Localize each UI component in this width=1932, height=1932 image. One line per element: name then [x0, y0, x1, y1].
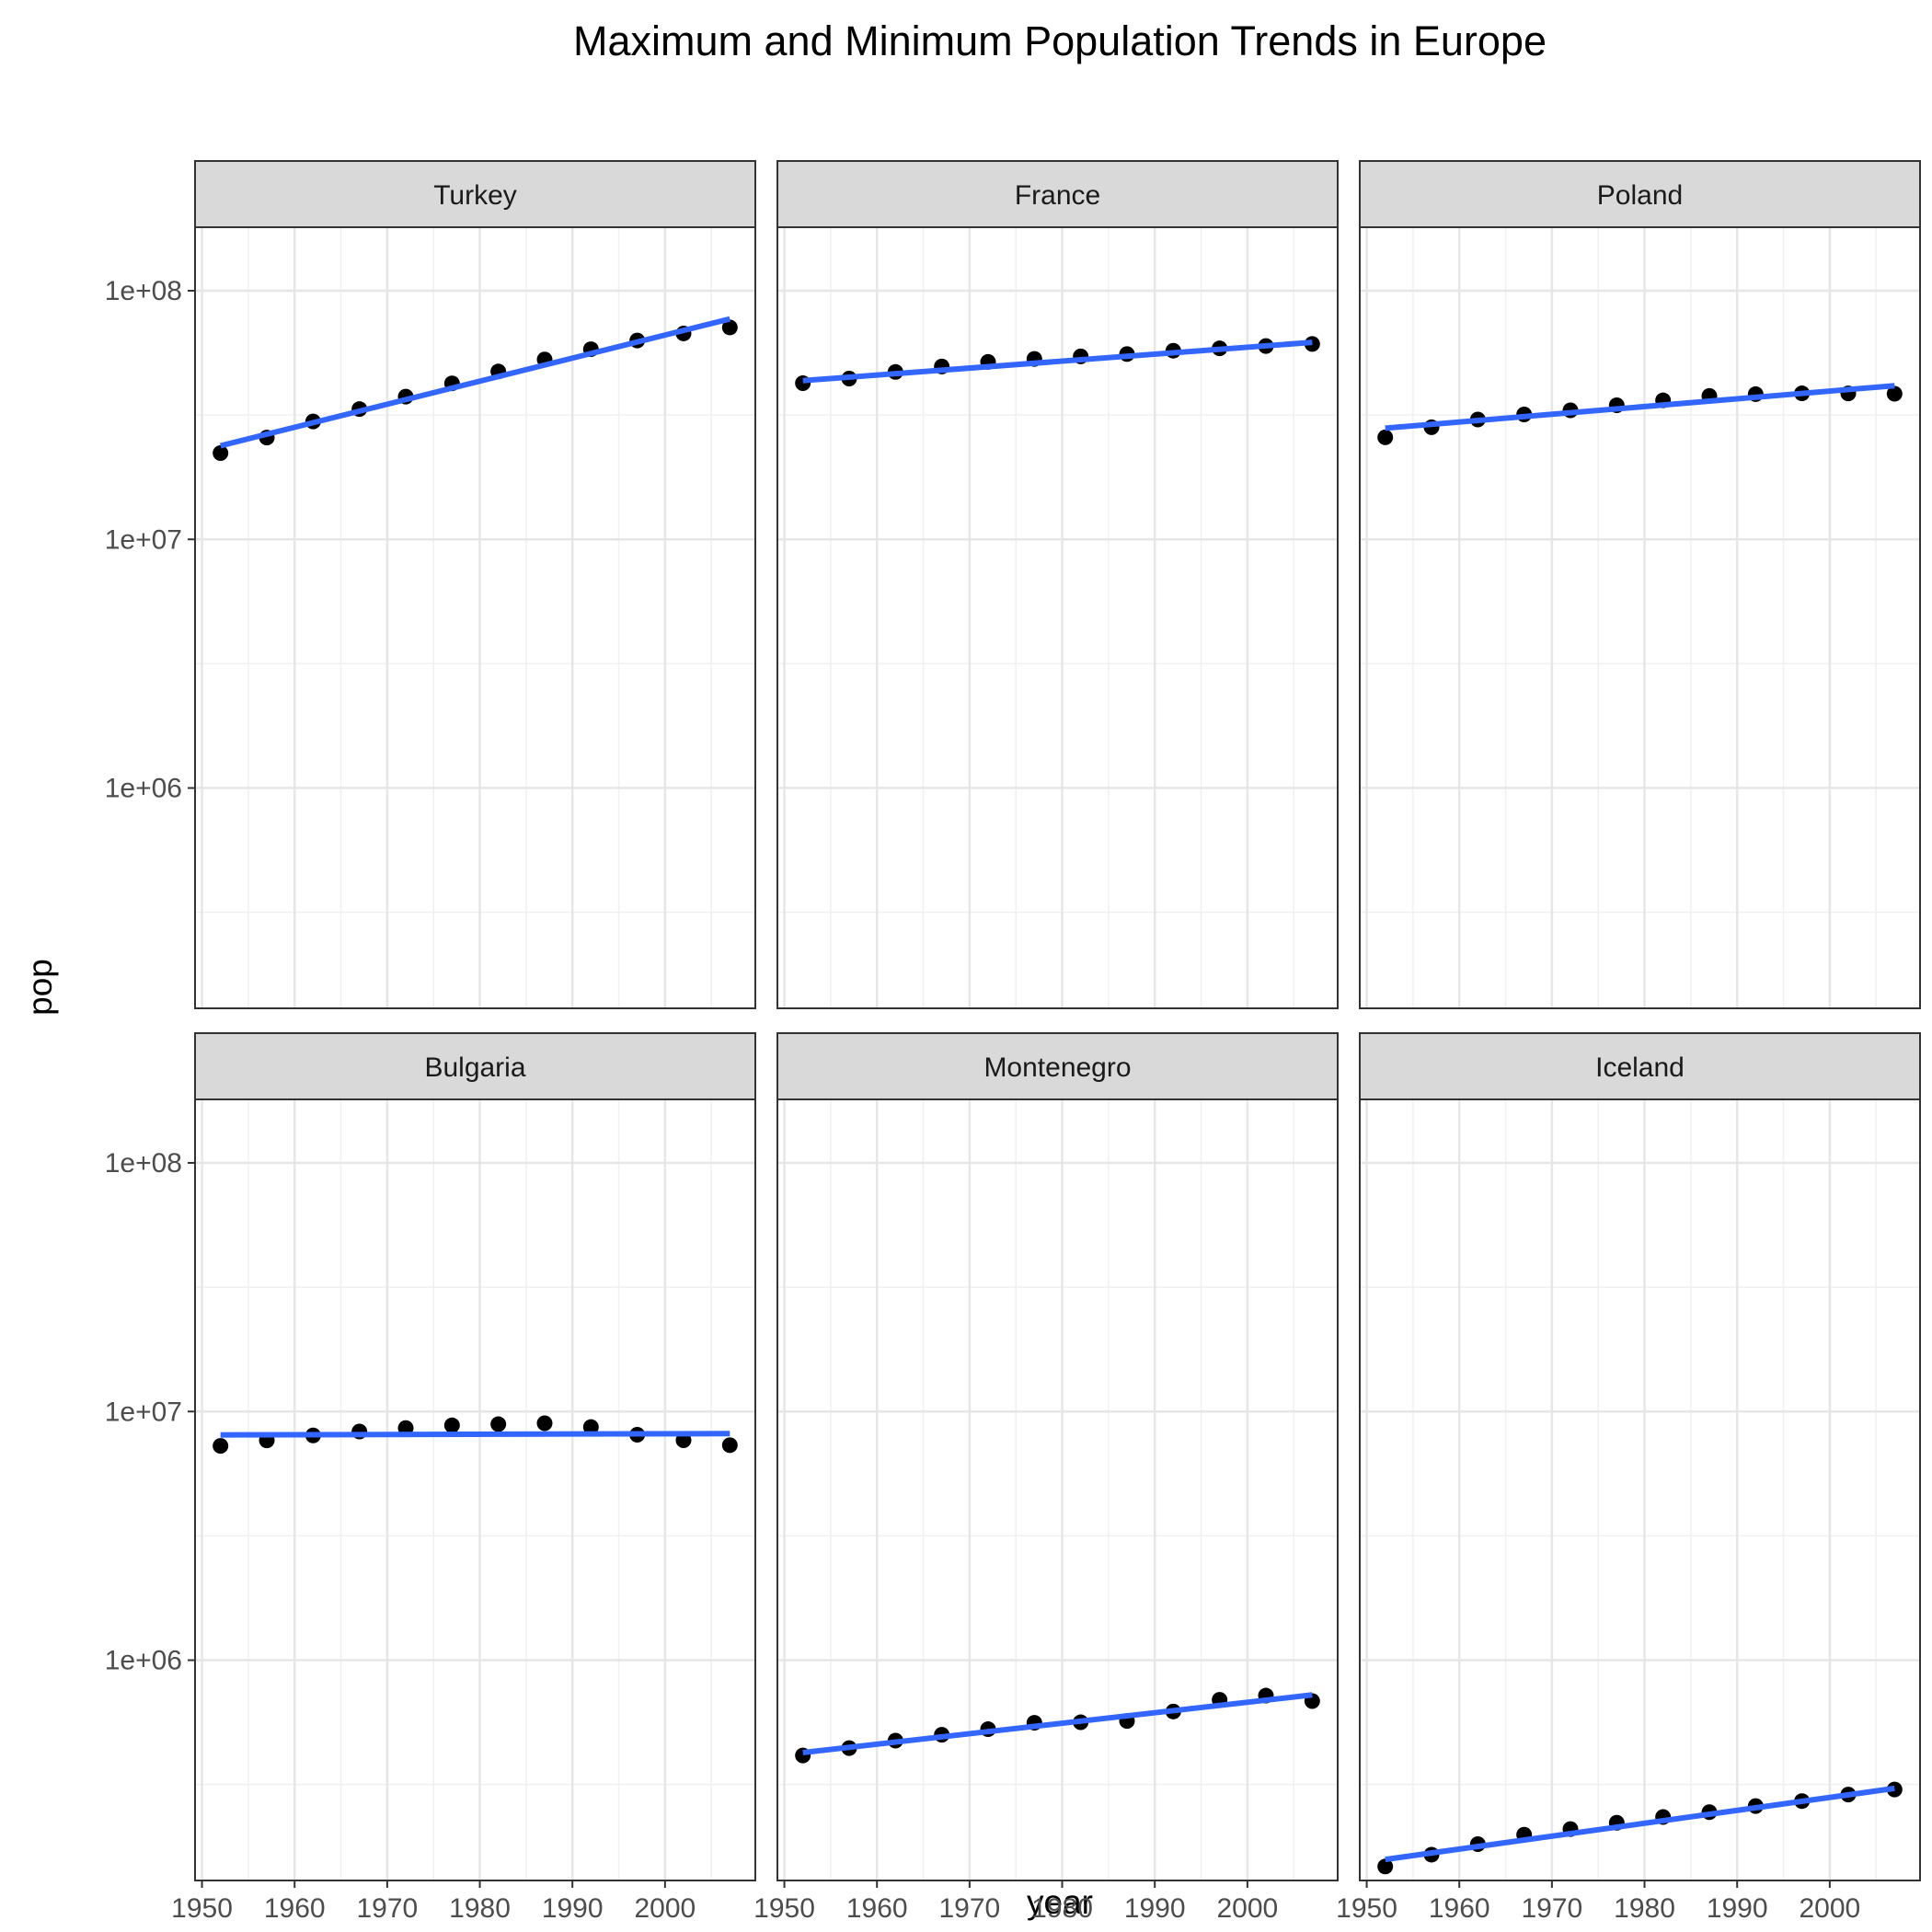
x-tick-label: 1950 — [753, 1893, 815, 1924]
trend-line — [1385, 383, 1895, 431]
x-tick-label: 1990 — [1707, 1893, 1768, 1924]
panel-border — [194, 226, 756, 1009]
data-point — [721, 1437, 738, 1454]
y-tick-label: 1e+06 — [105, 1646, 182, 1676]
trend-line — [802, 1692, 1313, 1755]
x-tick-label: 1970 — [356, 1893, 418, 1924]
x-tick-label: 1970 — [938, 1893, 1000, 1924]
trend-line — [802, 339, 1313, 384]
x-tick-label: 1990 — [542, 1893, 604, 1924]
facet-turkey: Turkey 1e+06 1e+07 1e+08 — [105, 160, 756, 1009]
panel-border — [194, 1098, 756, 1881]
facet-strip — [1359, 160, 1921, 228]
data-point — [443, 1417, 460, 1433]
panel-border — [1359, 1098, 1921, 1881]
x-tick-label: 1980 — [449, 1893, 511, 1924]
x-axis-title: year — [1027, 1883, 1093, 1921]
panel-background — [777, 227, 1338, 1008]
facet-strip — [194, 1032, 756, 1100]
facet-strip — [1359, 1032, 1921, 1100]
x-tick-label: 1970 — [1521, 1893, 1582, 1924]
x-tick-label: 1950 — [171, 1893, 233, 1924]
data-point — [490, 1416, 507, 1432]
data-point — [1886, 385, 1903, 402]
x-tick-label: 1960 — [1429, 1893, 1490, 1924]
panel-border — [776, 1098, 1339, 1881]
panel-border — [776, 226, 1339, 1009]
x-tick-label: 1990 — [1124, 1893, 1186, 1924]
chart-title: Maximum and Minimum Population Trends in… — [573, 17, 1547, 64]
facet-france: France — [776, 160, 1339, 1009]
x-tick-label: 1960 — [846, 1893, 908, 1924]
x-tick-label: 2000 — [634, 1893, 696, 1924]
x-tick-label: 1960 — [264, 1893, 326, 1924]
data-point — [1377, 1858, 1394, 1875]
facet-panels: Turkey 1e+06 1e+07 1e+08 France Poland Bulgari… — [105, 160, 1921, 1924]
facet-iceland: Iceland 1950 1960 1970 1980 1990 2000 — [1336, 1032, 1921, 1924]
x-tick-label: 2000 — [1216, 1893, 1278, 1924]
data-point — [582, 1419, 599, 1435]
facet-strip-label: France — [1015, 180, 1100, 211]
facet-strip-label: Iceland — [1595, 1052, 1685, 1083]
trend-line — [1385, 1785, 1895, 1863]
panel-background — [1360, 227, 1920, 1008]
facet-poland: Poland — [1359, 160, 1921, 1009]
data-point — [721, 319, 738, 336]
facet-strip-label: Poland — [1597, 180, 1683, 211]
data-point — [536, 1415, 553, 1432]
facet-montenegro: Montenegro 1950 1960 1970 1980 1990 2000 — [753, 1032, 1339, 1924]
x-tick-label: 1980 — [1031, 1893, 1093, 1924]
panel-border — [1359, 226, 1921, 1009]
facet-strip-label: Montenegro — [983, 1052, 1131, 1083]
data-point — [1377, 429, 1394, 445]
data-point — [213, 1438, 229, 1455]
facet-strip-label: Turkey — [433, 180, 517, 211]
x-tick-label: 1980 — [1614, 1893, 1675, 1924]
y-tick-label: 1e+08 — [105, 1148, 182, 1179]
panel-background — [1360, 1099, 1920, 1880]
y-tick-label: 1e+08 — [105, 276, 182, 306]
x-tick-label: 2000 — [1799, 1893, 1860, 1924]
y-axis-title: pop — [21, 959, 59, 1016]
x-tick-label: 1950 — [1336, 1893, 1397, 1924]
panel-background — [195, 1099, 755, 1880]
panel-background — [195, 227, 755, 1008]
y-tick-label: 1e+07 — [105, 1397, 182, 1427]
panel-background — [777, 1099, 1338, 1880]
y-tick-label: 1e+07 — [105, 524, 182, 555]
trend-line — [219, 316, 731, 449]
data-point — [213, 444, 229, 461]
facet-bulgaria: Bulgaria 1e+06 1e+07 1e+08 1950 1960 1970 1980 1… — [105, 1032, 756, 1924]
y-tick-label: 1e+06 — [105, 774, 182, 804]
facet-strip — [776, 1032, 1339, 1100]
facet-strip-label: Bulgaria — [424, 1052, 525, 1083]
trend-line — [220, 1431, 730, 1438]
